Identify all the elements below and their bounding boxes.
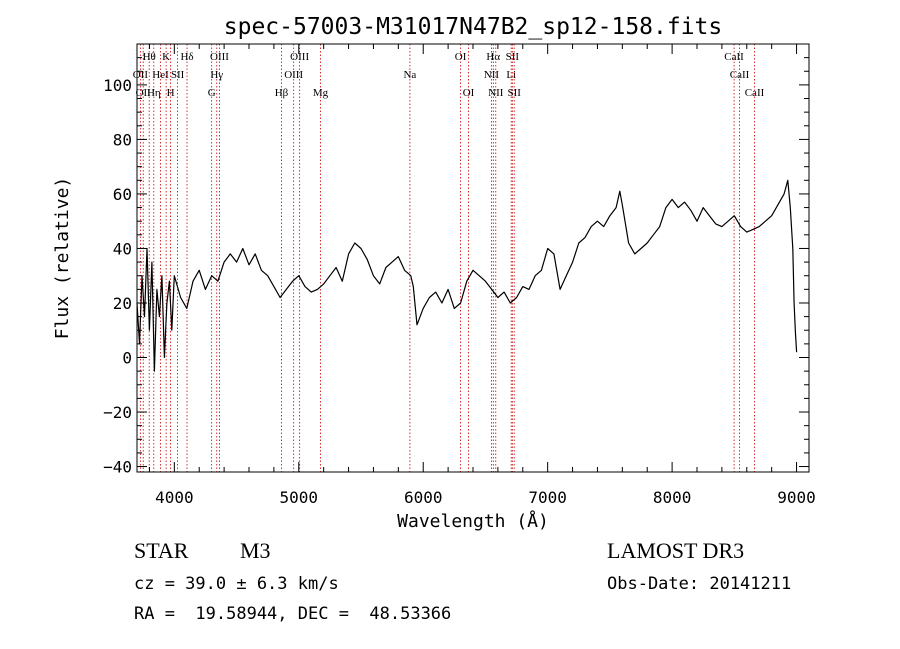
obs-date: Obs-Date: 20141211	[607, 574, 792, 594]
line-marker-label-1: OII	[136, 87, 152, 99]
chart-title: spec-57003-M31017N47B2_sp12-158.fits	[224, 14, 723, 40]
line-marker-label-11: OIII	[210, 51, 229, 63]
line-marker-label-6: H	[167, 87, 175, 99]
x-tick-label-8000: 8000	[653, 488, 692, 507]
line-marker-label-17: OI	[455, 51, 467, 63]
line-marker-label-7: SII	[171, 69, 185, 81]
line-marker-label-15: Mg	[313, 87, 329, 99]
line-marker-label-12: Hβ	[275, 87, 289, 99]
line-marker-label-25: CaII	[724, 51, 744, 63]
line-marker-label-10: Hγ	[210, 69, 223, 81]
line-marker-label-19: NII	[484, 69, 500, 81]
x-axis-ticks: 4000 5000 6000 7000 8000 9000	[148, 44, 816, 507]
x-axis-label: Wavelength (Å)	[397, 510, 549, 532]
x-tick-label-6000: 6000	[404, 488, 443, 507]
coordinates: RA = 19.58944, DEC = 48.53366	[134, 604, 452, 624]
line-marker-label-24: SII	[507, 87, 521, 99]
line-marker-label-21: NII	[488, 87, 504, 99]
redshift-readout: cz = 39.0 ± 6.3 km/s	[134, 574, 339, 594]
line-marker-label-27: CaII	[745, 87, 765, 99]
y-tick-label-20: 20	[113, 294, 132, 313]
y-tick-label-100: 100	[103, 76, 132, 95]
spectrum-series	[136, 179, 798, 372]
y-axis-ticks: −40 −20 0 20 40 60 80 100	[103, 57, 809, 477]
line-marker-label-16: Na	[403, 69, 416, 81]
object-subclass: M3	[240, 538, 271, 563]
line-marker-label-20: Hα	[486, 51, 500, 63]
line-marker-label-14: OIII	[290, 51, 309, 63]
x-tick-label-4000: 4000	[155, 488, 194, 507]
y-tick-label-40: 40	[113, 239, 132, 258]
object-class: STAR	[134, 538, 189, 563]
plot-frame	[136, 43, 810, 473]
line-marker-label-13: OIII	[284, 69, 303, 81]
x-tick-label-7000: 7000	[528, 488, 567, 507]
line-marker-label-26: CaII	[730, 69, 750, 81]
line-marker-label-18: OI	[463, 87, 475, 99]
x-tick-label-5000: 5000	[280, 488, 319, 507]
y-tick-label-60: 60	[113, 185, 132, 204]
line-marker-label-4: HeI	[152, 69, 169, 81]
y-tick-label-0: 0	[122, 349, 132, 368]
y-axis-label: Flux (relative)	[52, 177, 73, 340]
spectrum-line-0	[136, 179, 798, 372]
line-markers: OIIOIIHθHηHeIKHSIIHδGHγOIIIHβOIIIOIIIMgN…	[133, 44, 765, 472]
line-marker-label-3: Hη	[147, 87, 161, 99]
line-marker-label-2: Hθ	[143, 51, 156, 63]
line-marker-label-5: K	[162, 51, 170, 63]
y-tick-label-80: 80	[113, 130, 132, 149]
line-marker-label-8: Hδ	[180, 51, 193, 63]
line-marker-label-23: SII	[506, 51, 520, 63]
x-tick-label-9000: 9000	[777, 488, 816, 507]
y-tick-label--40: −40	[103, 458, 132, 477]
line-marker-label-9: G	[208, 87, 216, 99]
survey-name: LAMOST DR3	[607, 538, 745, 563]
line-marker-label-22: Li	[506, 69, 516, 81]
y-tick-label--20: −20	[103, 403, 132, 422]
